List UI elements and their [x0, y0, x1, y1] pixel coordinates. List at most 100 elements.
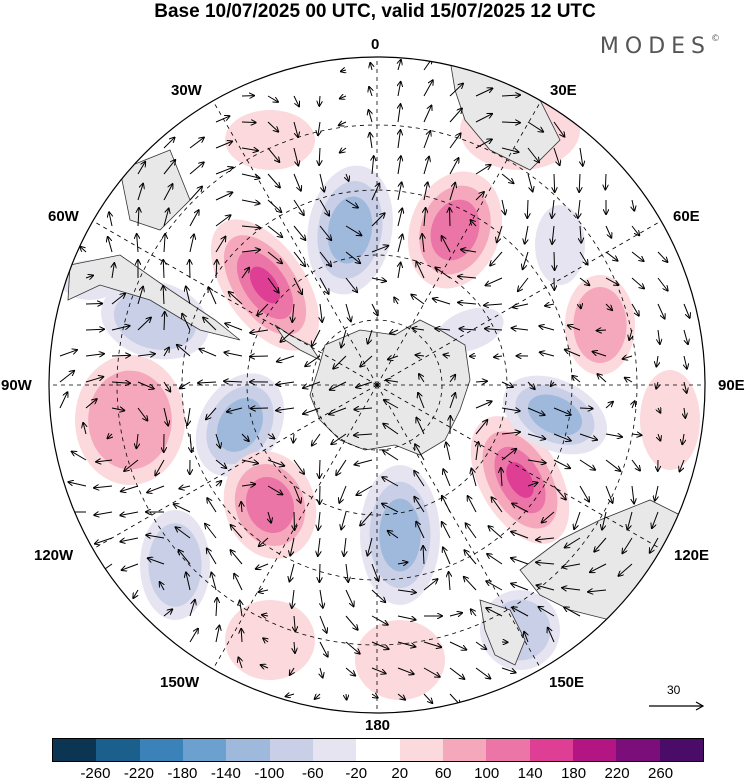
- wind-arrow: [631, 303, 639, 316]
- wind-arrow: [346, 563, 348, 582]
- wind-arrow: [346, 173, 349, 181]
- meridian-line: [212, 100, 378, 386]
- map-border: [48, 56, 706, 714]
- wind-arrow: [488, 526, 503, 539]
- wind-arrow: [72, 452, 87, 461]
- wind-arrow: [133, 589, 139, 598]
- wind-arrow: [241, 226, 260, 228]
- wind-arrow: [424, 208, 426, 227]
- wind-arrow: [199, 349, 217, 357]
- wind-arrow: [414, 497, 425, 513]
- wind-arrow: [345, 589, 354, 606]
- meridian-line: [376, 384, 662, 550]
- wind-arrow: [189, 138, 204, 149]
- wind-arrow: [397, 615, 416, 620]
- wind-arrow: [371, 615, 388, 625]
- wind-arrow: [553, 433, 571, 441]
- wind-arrow: [475, 165, 491, 175]
- wind-arrow: [397, 235, 402, 253]
- wind-arrow: [112, 263, 114, 279]
- wind-arrow: [319, 641, 328, 657]
- wind-arrow: [419, 374, 425, 383]
- wind-arrow: [382, 477, 399, 487]
- wind-arrow: [294, 615, 295, 631]
- meridian-line: [376, 384, 542, 670]
- wind-arrow: [501, 147, 519, 152]
- lon-label-60e: 60E: [673, 208, 700, 225]
- wind-arrow: [588, 590, 607, 592]
- wind-arrow: [471, 609, 477, 617]
- wind-arrow: [435, 267, 451, 279]
- wind-arrow: [147, 485, 165, 492]
- colorbar-tick: -140: [210, 765, 241, 782]
- wind-arrow: [216, 626, 219, 643]
- anomaly-contour: [506, 462, 534, 498]
- wind-arrow: [369, 110, 372, 123]
- wind-arrow: [293, 95, 299, 106]
- wind-arrow: [267, 251, 282, 263]
- wind-arrow: [267, 434, 274, 438]
- wind-arrow: [423, 641, 441, 647]
- colorbar: [52, 738, 704, 762]
- wind-arrow: [137, 407, 147, 421]
- wind-arrow: [552, 199, 554, 218]
- wind-arrow: [215, 116, 229, 123]
- anomaly-center: [225, 110, 315, 170]
- wind-arrow: [442, 236, 451, 253]
- anomaly-center: [75, 355, 185, 485]
- wind-arrow: [684, 355, 687, 369]
- wind-arrow: [618, 563, 633, 576]
- wind-arrow: [95, 537, 113, 544]
- wind-arrow: [180, 381, 191, 388]
- wind-arrow: [241, 173, 260, 178]
- wind-arrow: [234, 574, 243, 591]
- wind-arrow: [593, 352, 607, 357]
- wind-arrow: [631, 225, 639, 235]
- wind-arrow: [292, 303, 294, 322]
- wind-arrow: [215, 192, 232, 201]
- lon-label-180: 180: [365, 717, 391, 734]
- wind-arrow: [341, 329, 347, 347]
- wind-arrow: [501, 173, 513, 183]
- colorbar-tick: 260: [648, 765, 674, 782]
- wind-arrow: [256, 563, 269, 569]
- wind-arrow: [211, 573, 217, 591]
- wind-arrow: [683, 303, 690, 318]
- wind-arrow: [216, 598, 217, 617]
- wind-arrow: [238, 657, 242, 669]
- wind-arrow: [605, 173, 606, 189]
- wind-arrow: [590, 563, 607, 572]
- wind-arrow: [146, 535, 165, 538]
- wind-arrow: [471, 469, 477, 487]
- wind-arrow: [449, 641, 466, 650]
- wind-arrow: [163, 609, 172, 617]
- wind-arrow: [85, 275, 93, 278]
- wind-arrow: [198, 382, 217, 383]
- wind-arrow: [511, 558, 529, 565]
- anomaly-contour: [225, 600, 315, 680]
- wind-arrow: [475, 139, 492, 149]
- wind-arrow: [179, 550, 191, 565]
- colorbar-bin-0: [53, 739, 97, 761]
- anomaly-contour: [327, 196, 373, 264]
- wind-arrow: [189, 162, 204, 175]
- wind-arrow: [206, 407, 217, 419]
- lon-label-150e: 150E: [549, 674, 585, 691]
- wind-arrow: [501, 432, 520, 434]
- wind-arrow: [344, 537, 346, 556]
- wind-arrow: [94, 486, 113, 488]
- wind-arrow: [565, 537, 581, 548]
- wind-arrow: [605, 251, 617, 261]
- wind-arrow: [267, 277, 279, 293]
- wind-arrow: [259, 590, 269, 592]
- anomaly-contour: [148, 523, 202, 607]
- wind-arrow: [203, 317, 217, 331]
- wind-arrow: [527, 147, 539, 162]
- wind-arrow: [186, 572, 191, 591]
- wind-arrow: [59, 350, 77, 357]
- wind-arrow: [512, 504, 529, 513]
- wind-arrow: [189, 600, 195, 617]
- wind-arrow: [605, 459, 620, 471]
- wind-arrow: [490, 251, 503, 266]
- colorbar-tick: 20: [391, 765, 409, 782]
